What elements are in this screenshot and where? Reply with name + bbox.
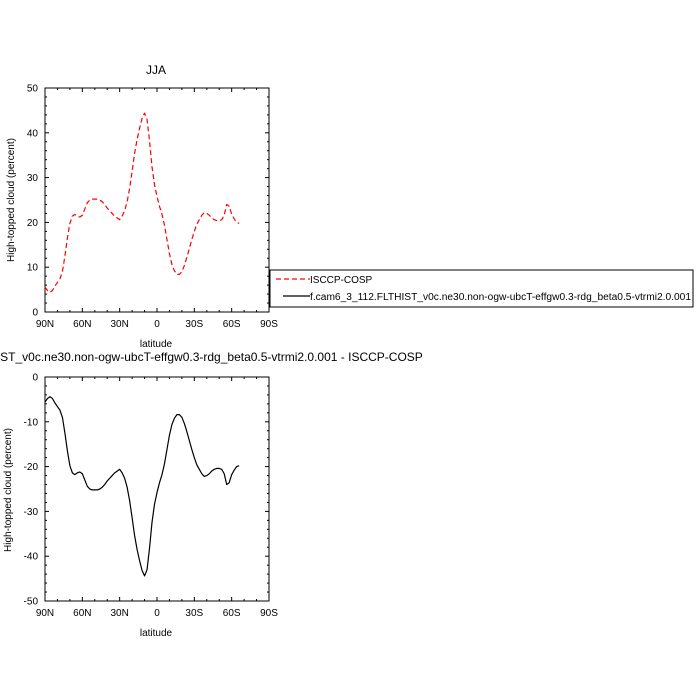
bottom-x-axis-label: latitude: [140, 628, 173, 639]
bottom-y-tick-label: -30: [24, 507, 39, 518]
legend-label-model: f.cam6_3_112.FLTHIST_v0c.ne30.non-ogw-ub…: [310, 292, 691, 303]
bottom-y-tick-label: -50: [24, 597, 39, 608]
top-x-tick-label: 90S: [260, 319, 278, 330]
top-series-line-0: [44, 112, 240, 293]
top-plot-frame: [44, 87, 270, 313]
top-panel: JJA 90N 60N 30N 0 30S 60S 90S 0 10 20 30 40 50 latit…: [6, 63, 278, 350]
top-y-tick-label: 20: [27, 218, 39, 229]
top-x-tick-label: 60N: [73, 319, 91, 330]
bottom-chart-title: f.cam6_3_112.FLTHIST_v0c.ne30.non-ogw-ub…: [0, 350, 423, 364]
top-y-tick-label: 50: [27, 84, 39, 95]
bottom-series-line-0: [44, 396, 240, 577]
bottom-plot-area: [44, 396, 240, 577]
top-x-axis-label: latitude: [140, 339, 173, 350]
top-y-tick-label: 0: [32, 308, 38, 319]
top-x-tick-label: 0: [154, 319, 160, 330]
top-axis-ticks: 90N 60N 30N 0 30S 60S 90S 0 10 20 30 40 50: [27, 84, 278, 331]
bottom-x-tick-label: 90S: [260, 608, 278, 619]
top-chart-title: JJA: [146, 63, 166, 77]
top-y-tick-label: 10: [27, 263, 39, 274]
bottom-y-tick-label: -10: [24, 417, 39, 428]
bottom-y-axis-label: High-topped cloud (percent): [3, 428, 14, 552]
bottom-x-tick-label: 90N: [36, 608, 54, 619]
bottom-y-tick-label: -20: [24, 462, 39, 473]
bottom-x-tick-label: 30S: [185, 608, 203, 619]
top-y-tick-label: 30: [27, 173, 39, 184]
bottom-x-tick-label: 60S: [223, 608, 241, 619]
bottom-y-tick-label: 0: [32, 373, 38, 384]
bottom-axis-ticks: 90N 60N 30N 0 30S 60S 90S 0 -10 -20 -30 -40 -50: [24, 373, 279, 620]
top-x-tick-label: 30S: [185, 319, 203, 330]
bottom-panel: f.cam6_3_112.FLTHIST_v0c.ne30.non-ogw-ub…: [0, 350, 423, 639]
bottom-x-tick-label: 60N: [73, 608, 91, 619]
bottom-plot-frame: [44, 376, 270, 602]
top-x-tick-label: 30N: [110, 319, 128, 330]
top-y-axis-label: High-topped cloud (percent): [6, 138, 17, 262]
top-y-tick-label: 40: [27, 128, 39, 139]
top-x-tick-label: 60S: [223, 319, 241, 330]
bottom-x-tick-label: 0: [154, 608, 160, 619]
top-x-tick-label: 90N: [36, 319, 54, 330]
legend-label-isccp: ISCCP-COSP: [310, 275, 373, 286]
bottom-y-tick-label: -40: [24, 552, 39, 563]
legend-frame: [269, 269, 694, 308]
top-plot-area: [44, 112, 240, 293]
bottom-x-tick-label: 30N: [110, 608, 128, 619]
legend: ISCCP-COSP f.cam6_3_112.FLTHIST_v0c.ne30…: [269, 269, 694, 308]
